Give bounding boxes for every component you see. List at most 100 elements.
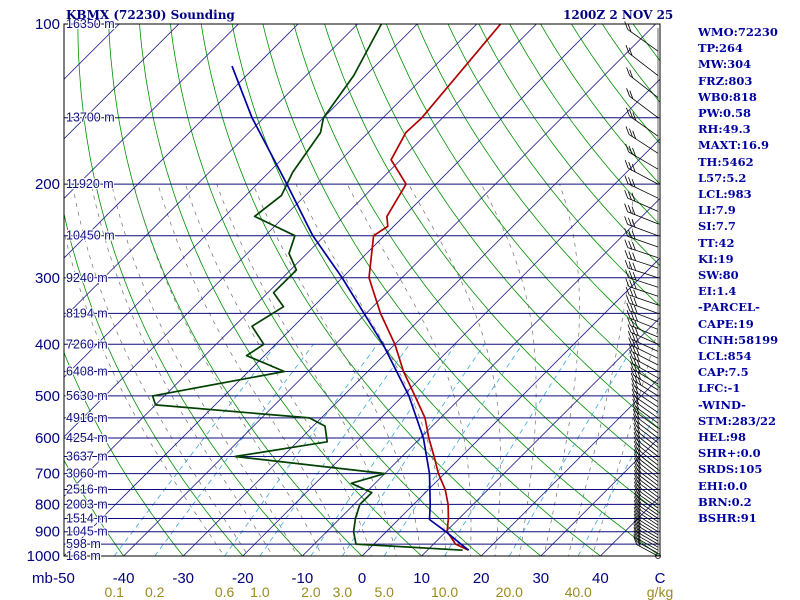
wind-barb-flag bbox=[633, 436, 638, 445]
index-0: WMO:72230 bbox=[698, 25, 778, 39]
wind-barb-flag bbox=[628, 337, 633, 346]
index-6: RH:49.3 bbox=[698, 122, 751, 137]
wind-barb-flag bbox=[631, 325, 635, 335]
index-4: WB0:818 bbox=[698, 89, 757, 104]
index-27: SRDS:105 bbox=[698, 462, 763, 477]
height-label: 4916 m bbox=[66, 411, 108, 425]
index-29: BRN:0.2 bbox=[698, 494, 752, 509]
wind-barb-flag bbox=[637, 483, 641, 493]
index-13: TT:42 bbox=[698, 235, 735, 250]
wind-barb bbox=[628, 134, 659, 154]
wind-barb-flag bbox=[626, 302, 631, 312]
wind-barb bbox=[628, 286, 659, 297]
index-19: CINH:58199 bbox=[698, 332, 779, 347]
mixing-ratio-tick-label: 5.0 bbox=[374, 584, 394, 600]
isotherm bbox=[361, 257, 660, 556]
wind-barb-flag bbox=[632, 271, 637, 281]
wind-barb-flag bbox=[632, 147, 636, 157]
wind-barb-flag bbox=[631, 163, 636, 173]
wind-barb-flag bbox=[628, 343, 633, 352]
wind-barb-flag bbox=[634, 469, 638, 479]
wind-barb-flag bbox=[632, 262, 637, 271]
wind-barb-flag bbox=[628, 251, 633, 260]
wind-barb bbox=[636, 531, 659, 545]
mixing-ratio-tick-label: 1.0 bbox=[250, 584, 270, 600]
moist-adiabat bbox=[480, 183, 537, 556]
wind-barb bbox=[628, 151, 659, 170]
wind-barb-flag bbox=[637, 498, 641, 507]
stability-indices-list: WMO:72230 TP:264 MW:304 FRZ:803 WB0:818 PW:0.… bbox=[698, 24, 778, 526]
wind-barb bbox=[636, 511, 659, 526]
index-12: SI:7.7 bbox=[698, 219, 736, 234]
isotherm bbox=[123, 24, 657, 556]
wind-barb bbox=[637, 485, 659, 502]
wind-barb-flag bbox=[626, 88, 630, 97]
wind-barb bbox=[627, 29, 659, 52]
wind-barb bbox=[627, 183, 659, 199]
index-20: LCL:854 bbox=[698, 349, 752, 364]
wind-barb bbox=[637, 500, 659, 516]
wind-barb-flag bbox=[637, 468, 641, 477]
wind-barb-flag bbox=[624, 189, 629, 199]
temperature-tick-label: -50 bbox=[53, 570, 75, 587]
mixing-ratio-tick-label: 0.2 bbox=[145, 584, 165, 600]
dry-adiabat bbox=[355, 24, 660, 430]
height-label: 3060 m bbox=[66, 467, 108, 481]
wind-barb bbox=[632, 363, 659, 379]
wind-barb-flag bbox=[629, 110, 634, 119]
dry-adiabat bbox=[64, 459, 125, 556]
wind-barb-flag bbox=[631, 206, 636, 215]
index-25: HEL:98 bbox=[698, 430, 746, 445]
wind-barb-flag bbox=[636, 353, 640, 362]
wind-barb bbox=[637, 496, 659, 512]
wind-barb-flag bbox=[631, 332, 636, 341]
wind-barb bbox=[627, 224, 659, 237]
wind-barb-flag bbox=[625, 278, 630, 287]
index-15: SW:80 bbox=[698, 268, 739, 283]
temperature-tick-label: 0 bbox=[358, 570, 366, 587]
dry-adiabat bbox=[293, 24, 660, 514]
dry-adiabat bbox=[324, 24, 660, 472]
wind-barb-flag bbox=[626, 310, 631, 319]
moist-adiabat bbox=[185, 183, 372, 556]
mixing-ratio-line bbox=[259, 344, 410, 556]
temperature-tick-label: -20 bbox=[232, 570, 254, 587]
wind-barb-flag bbox=[637, 502, 641, 511]
wind-barb-flag bbox=[633, 510, 638, 519]
index-14: KI:19 bbox=[698, 251, 734, 266]
wind-barb-flag bbox=[627, 205, 632, 214]
pressure-tick-label: 100 bbox=[35, 16, 60, 33]
height-label: 11920 m bbox=[66, 177, 114, 191]
wind-barb-flag bbox=[633, 449, 638, 458]
isotherm bbox=[421, 317, 660, 556]
wind-barb-flag bbox=[634, 457, 638, 467]
wind-barb-flag bbox=[624, 216, 628, 225]
index-26: SHR+:0.0 bbox=[698, 446, 761, 461]
wind-barb-flag bbox=[632, 403, 637, 413]
wind-barb-flag bbox=[630, 367, 635, 376]
isotherm bbox=[0, 12, 71, 567]
wind-barb-flag bbox=[634, 485, 638, 494]
wind-barb-flag bbox=[627, 23, 632, 32]
wind-barb-flag bbox=[637, 505, 641, 514]
wind-barb-flag bbox=[634, 313, 638, 322]
isotherm bbox=[64, 24, 239, 199]
isotherm bbox=[64, 24, 478, 438]
isotherm bbox=[242, 138, 660, 556]
wind-barb-flag bbox=[637, 494, 641, 504]
index-28: EHI:0.0 bbox=[698, 478, 748, 493]
temperature-tick-label: 10 bbox=[413, 570, 430, 587]
moist-adiabat bbox=[90, 184, 274, 556]
wind-barb-flag bbox=[625, 269, 629, 278]
wind-barb bbox=[629, 115, 659, 137]
wind-barb-flag bbox=[633, 496, 638, 505]
moist-adiabat bbox=[111, 184, 298, 556]
index-16: EI:1.4 bbox=[698, 284, 737, 299]
pressure-tick-label: 400 bbox=[35, 336, 60, 353]
moist-adiabat bbox=[543, 183, 580, 556]
temperature-tick-label: 30 bbox=[532, 570, 549, 587]
wind-barb bbox=[636, 521, 659, 536]
wind-barb-flag bbox=[632, 130, 637, 139]
index-1: TP:264 bbox=[698, 41, 744, 56]
